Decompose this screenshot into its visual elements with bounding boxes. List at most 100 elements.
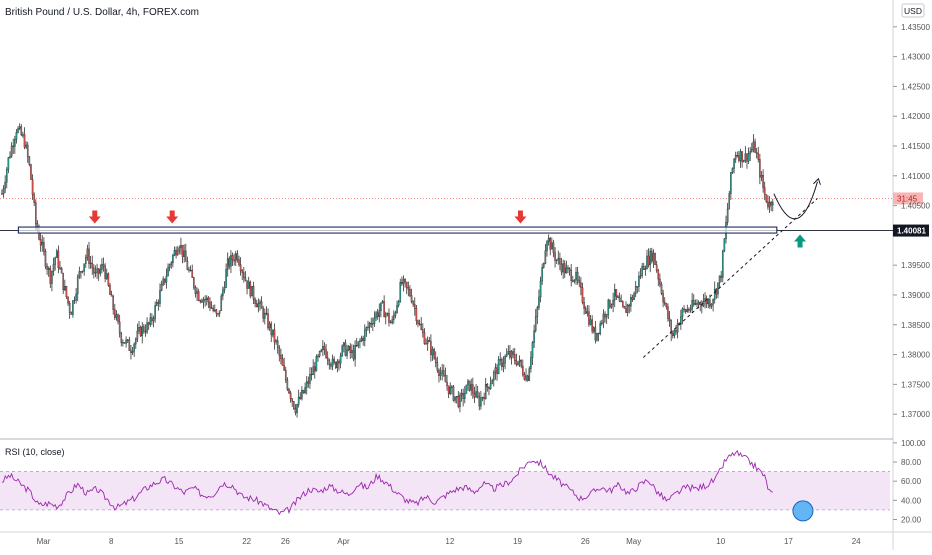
candle-down [215,309,218,314]
time-tick-label: 15 [175,537,184,546]
candle-down [270,323,273,336]
candle-up [196,291,198,294]
candle-down [501,359,503,367]
candle-down [452,386,455,401]
candle-down [444,374,447,383]
candle-up [531,342,534,358]
candle-down [415,308,418,322]
candle-down [438,370,440,377]
candle-up [359,340,361,342]
candle-down [567,267,569,269]
candle-up [607,299,610,315]
candle-down [675,329,677,333]
candle-up [744,153,747,161]
resistance-zone-box[interactable] [17,226,778,234]
candle-up [544,250,547,264]
candle-down [663,301,666,305]
candle-up [713,288,716,300]
candle-up [749,151,752,154]
candle-down [12,145,15,147]
candle-down [280,354,282,359]
candle-up [551,242,553,250]
candle-up [94,272,97,274]
candle-down [68,302,71,313]
candle-down [186,261,189,270]
candle-up [731,168,734,173]
candle-down [276,340,279,348]
candle-up [22,134,24,136]
candle-down [109,285,111,295]
candle-up [322,346,324,351]
candle-down [433,349,435,359]
candle-down [299,396,302,399]
candle-down [370,322,373,325]
candle-up [347,346,350,351]
candle-up [318,351,321,357]
candle-up [533,330,535,343]
candle-up [480,397,482,407]
candle-up [170,262,173,265]
candle-down [349,346,352,353]
candle-down [281,358,284,366]
candle-up [115,314,118,318]
candle-down [130,350,132,354]
candle-up [230,255,232,267]
candle-up [710,304,713,307]
candle-up [610,304,613,308]
candle-down [241,270,244,273]
candle-up [680,316,682,325]
candle-down [405,281,408,288]
candle-up [633,293,635,300]
candle-up [99,269,102,274]
candle-down [199,300,202,302]
candle-up [686,309,689,312]
candle-down [757,153,760,160]
candle-up [502,362,505,367]
candle-up [459,395,461,407]
candle-down [62,272,65,291]
candle-down [334,362,337,368]
candle-up [167,267,169,277]
candle-up [596,332,598,341]
candle-up [125,339,127,344]
time-tick-label: Mar [37,537,51,546]
candle-up [534,316,537,331]
candle-down [447,385,450,394]
down-arrow-icon [88,210,101,224]
candle-up [373,317,376,324]
resistance-level-tag [893,224,929,237]
candle-up [4,181,6,189]
candle-down [164,278,166,283]
candle-up [72,300,74,315]
candle-up [734,154,737,160]
rsi-title[interactable]: RSI (10, close) [5,447,65,457]
candle-up [751,149,753,152]
candle-up [612,299,614,305]
candle-down [446,381,448,386]
candle-down [291,398,294,402]
candle-up [225,269,227,288]
candle-down [204,299,206,301]
candle-down [665,303,668,308]
time-tick-label: 10 [716,537,725,546]
candle-up [138,327,140,332]
projection-curve[interactable] [773,181,818,220]
candle-down [313,366,316,372]
candle-down [417,320,419,324]
candle-up [536,307,539,317]
candle-up [538,296,540,308]
candle-up [312,366,314,376]
symbol-title[interactable]: British Pound / U.S. Dollar, 4h, FOREX.c… [5,7,199,18]
candle-down [623,306,626,309]
currency-badge-box[interactable] [901,3,925,18]
candle-down [422,329,424,333]
candle-up [297,396,300,405]
candle-down [655,264,658,271]
candle-down [70,312,73,315]
time-tick-label: 12 [445,537,454,546]
candle-down [560,263,563,273]
candle-down [609,299,611,308]
candle-down [147,322,150,325]
candle-down [549,238,552,250]
